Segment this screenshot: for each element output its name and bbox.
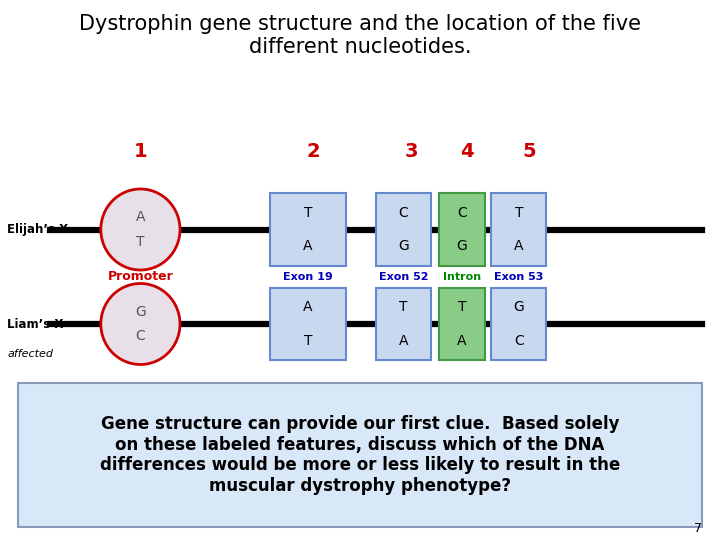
Text: T: T [458, 300, 466, 314]
Text: 2: 2 [307, 141, 320, 161]
Text: Intron: Intron [443, 272, 481, 282]
Text: T: T [400, 300, 408, 314]
Text: C: C [399, 206, 408, 220]
FancyBboxPatch shape [376, 193, 431, 266]
FancyBboxPatch shape [439, 193, 485, 266]
Text: A: A [303, 300, 312, 314]
Text: G: G [513, 300, 524, 314]
Text: A: A [399, 334, 408, 348]
Text: T: T [136, 235, 145, 248]
Text: A: A [135, 211, 145, 224]
Text: 7: 7 [694, 522, 702, 535]
FancyBboxPatch shape [491, 193, 546, 266]
FancyBboxPatch shape [270, 193, 346, 266]
Text: C: C [135, 329, 145, 343]
Text: A: A [457, 334, 467, 348]
Text: A: A [514, 239, 523, 253]
Text: G: G [456, 239, 467, 253]
Text: G: G [398, 239, 409, 253]
Text: A: A [303, 239, 312, 253]
Text: C: C [514, 334, 523, 348]
Ellipse shape [101, 284, 180, 364]
FancyBboxPatch shape [491, 287, 546, 361]
Text: Liam’s X: Liam’s X [7, 318, 63, 330]
Text: Exon 53: Exon 53 [494, 272, 544, 282]
Text: G: G [135, 305, 145, 319]
FancyBboxPatch shape [270, 287, 346, 361]
Text: Dystrophin gene structure and the location of the five
different nucleotides.: Dystrophin gene structure and the locati… [79, 14, 641, 57]
Ellipse shape [101, 189, 180, 270]
Text: T: T [304, 334, 312, 348]
Text: 1: 1 [134, 141, 147, 161]
Text: Elijah’s X: Elijah’s X [7, 223, 68, 236]
FancyBboxPatch shape [18, 383, 702, 526]
Text: Exon 19: Exon 19 [283, 272, 333, 282]
Text: T: T [304, 206, 312, 220]
Text: Exon 52: Exon 52 [379, 272, 428, 282]
Text: T: T [515, 206, 523, 220]
Text: Promoter: Promoter [107, 270, 174, 284]
FancyBboxPatch shape [439, 287, 485, 361]
Text: 4: 4 [460, 141, 473, 161]
Text: 3: 3 [405, 141, 418, 161]
Text: Gene structure can provide our first clue.  Based solely
on these labeled featur: Gene structure can provide our first clu… [100, 415, 620, 495]
Text: 5: 5 [523, 141, 536, 161]
FancyBboxPatch shape [376, 287, 431, 361]
Text: affected: affected [7, 349, 53, 359]
Text: C: C [457, 206, 467, 220]
